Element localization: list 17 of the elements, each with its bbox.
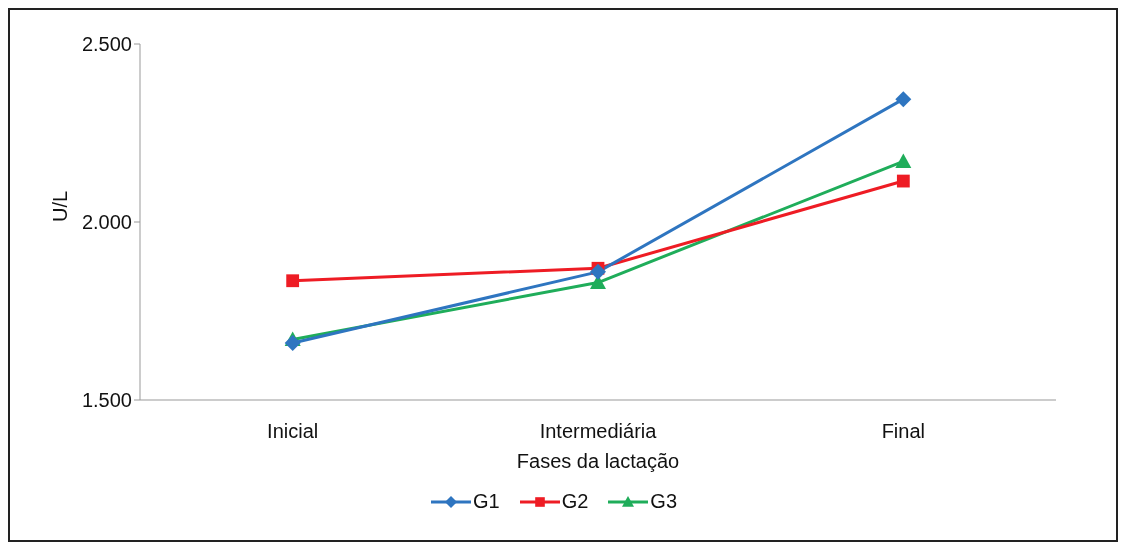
point bbox=[590, 263, 606, 280]
x-axis-title: Fases da lactação bbox=[516, 450, 680, 472]
x-tick-label: Intermediária bbox=[539, 420, 658, 443]
x-tick-label: Final bbox=[881, 420, 926, 443]
y-tick-label: 2.500 bbox=[81, 33, 132, 56]
x-tick-label: Inicial bbox=[267, 420, 319, 443]
legend-label: G3 bbox=[650, 490, 678, 513]
y-tick-label: 1.500 bbox=[81, 389, 132, 412]
point bbox=[895, 91, 912, 108]
y-axis-title: U/L bbox=[49, 190, 72, 222]
point bbox=[286, 274, 300, 288]
y-tick-label: 2.000 bbox=[81, 211, 132, 234]
point bbox=[896, 174, 910, 188]
legend-label: G2 bbox=[561, 490, 589, 513]
point bbox=[895, 153, 912, 168]
legend-label: G1 bbox=[472, 490, 500, 513]
point bbox=[284, 335, 301, 352]
